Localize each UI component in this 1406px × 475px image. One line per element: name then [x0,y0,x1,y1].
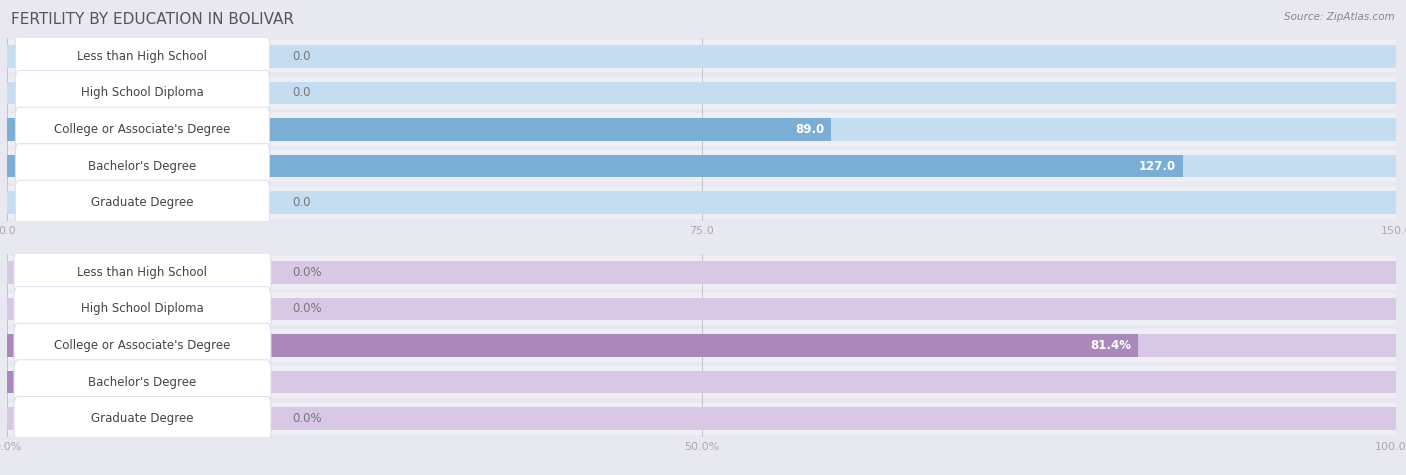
Text: 0.0: 0.0 [292,196,311,209]
Text: College or Associate's Degree: College or Associate's Degree [55,339,231,352]
Text: 89.0: 89.0 [794,123,824,136]
Bar [7,371,1396,393]
FancyBboxPatch shape [14,397,271,441]
Text: 0.0: 0.0 [292,86,311,99]
Bar [7,261,1396,284]
Text: Bachelor's Degree: Bachelor's Degree [89,376,197,389]
Text: 127.0: 127.0 [1139,160,1177,172]
Bar [7,45,1396,67]
Bar [7,256,1396,288]
Bar [7,191,1396,214]
Bar [7,330,1396,361]
Bar [7,150,1396,182]
Text: Less than High School: Less than High School [77,50,208,63]
Bar [7,155,1184,177]
Bar [7,298,1396,320]
Text: 81.4%: 81.4% [1090,339,1130,352]
FancyBboxPatch shape [14,323,271,368]
Bar [7,334,1396,357]
Bar [7,366,1396,398]
Bar [7,77,1396,109]
Text: Source: ZipAtlas.com: Source: ZipAtlas.com [1284,12,1395,22]
FancyBboxPatch shape [15,107,270,152]
FancyBboxPatch shape [14,250,271,294]
Text: 0.0%: 0.0% [292,412,322,425]
Text: High School Diploma: High School Diploma [82,86,204,99]
FancyBboxPatch shape [14,360,271,404]
FancyBboxPatch shape [15,71,270,115]
Text: 0.0%: 0.0% [292,303,322,315]
Bar [7,403,1396,435]
Text: High School Diploma: High School Diploma [82,303,204,315]
Bar [7,118,831,141]
Text: College or Associate's Degree: College or Associate's Degree [55,123,231,136]
Bar [7,187,1396,218]
Text: 0.0%: 0.0% [292,266,322,279]
Text: Graduate Degree: Graduate Degree [91,412,194,425]
Bar [7,371,266,393]
Text: Graduate Degree: Graduate Degree [91,196,194,209]
Text: FERTILITY BY EDUCATION IN BOLIVAR: FERTILITY BY EDUCATION IN BOLIVAR [11,12,294,27]
FancyBboxPatch shape [15,180,270,225]
FancyBboxPatch shape [15,34,270,78]
Text: Less than High School: Less than High School [77,266,208,279]
Bar [7,155,1396,177]
FancyBboxPatch shape [15,144,270,188]
Bar [7,293,1396,325]
Bar [7,118,1396,141]
Text: 0.0: 0.0 [292,50,311,63]
Bar [7,408,1396,430]
FancyBboxPatch shape [14,287,271,331]
Bar [7,40,1396,72]
Bar [7,114,1396,145]
Bar [7,82,1396,104]
Text: Bachelor's Degree: Bachelor's Degree [89,160,197,172]
Text: 18.6%: 18.6% [218,376,259,389]
Bar [7,334,1137,357]
